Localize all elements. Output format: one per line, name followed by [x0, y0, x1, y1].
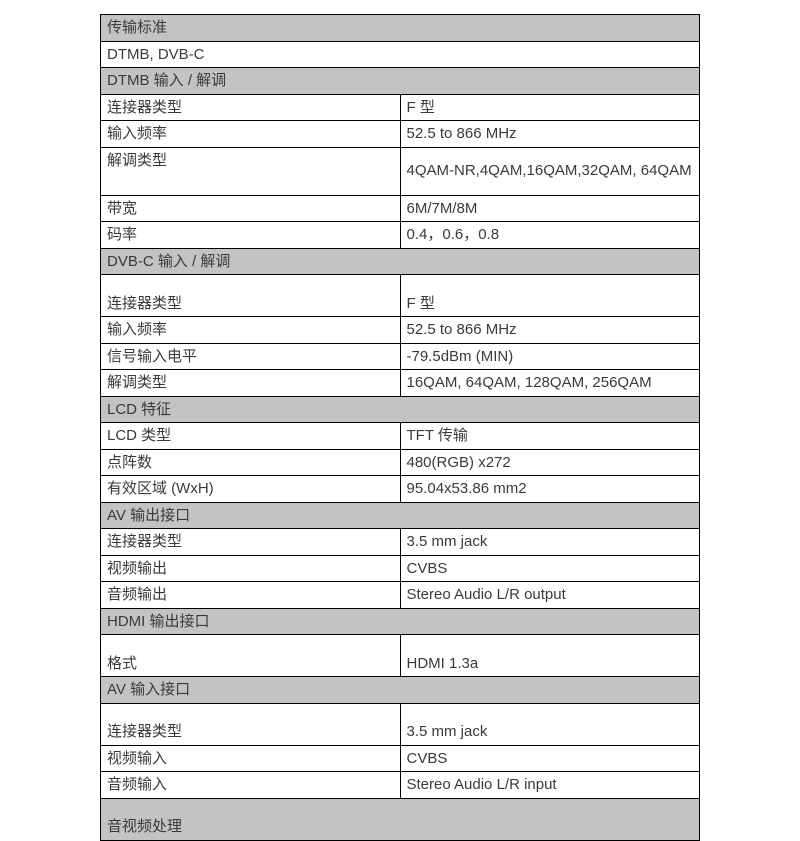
- table-row: 音频输出Stereo Audio L/R output: [101, 582, 700, 609]
- table-row: 输入频率52.5 to 866 MHz: [101, 317, 700, 344]
- section-header-cell: DTMB 输入 / 解调: [101, 68, 700, 95]
- spec-value-cell: 52.5 to 866 MHz: [400, 121, 700, 148]
- section-header-cell: 音视频处理: [101, 798, 700, 840]
- spec-value-cell: 3.5 mm jack: [400, 703, 700, 745]
- spec-value-cell: F 型: [400, 275, 700, 317]
- spec-value-cell: F 型: [400, 94, 700, 121]
- spec-value-cell: 95.04x53.86 mm2: [400, 476, 700, 503]
- spec-value-cell: 3.5 mm jack: [400, 529, 700, 556]
- spec-label-cell: 带宽: [101, 195, 401, 222]
- spec-value-cell: TFT 传输: [400, 423, 700, 450]
- spec-value-cell: 0.4，0.6，0.8: [400, 222, 700, 249]
- spec-value-cell: 6M/7M/8M: [400, 195, 700, 222]
- spec-label-cell: 格式: [101, 635, 401, 677]
- spec-label-cell: 码率: [101, 222, 401, 249]
- table-row: 连接器类型F 型: [101, 94, 700, 121]
- section-header-cell: AV 输入接口: [101, 677, 700, 704]
- table-row: 带宽6M/7M/8M: [101, 195, 700, 222]
- spec-label-cell: 连接器类型: [101, 529, 401, 556]
- spec-label-cell: 点阵数: [101, 449, 401, 476]
- table-row: DTMB 输入 / 解调: [101, 68, 700, 95]
- spec-label-cell: 输入频率: [101, 317, 401, 344]
- spec-value-cell: HDMI 1.3a: [400, 635, 700, 677]
- table-row: 解调类型4QAM-NR,4QAM,16QAM,32QAM, 64QAM: [101, 147, 700, 195]
- section-header-cell: HDMI 输出接口: [101, 608, 700, 635]
- table-row: 码率0.4，0.6，0.8: [101, 222, 700, 249]
- spec-value-cell: 4QAM-NR,4QAM,16QAM,32QAM, 64QAM: [400, 147, 700, 195]
- table-row: LCD 特征: [101, 396, 700, 423]
- spec-label-cell: 音频输入: [101, 772, 401, 799]
- spec-label-cell: 连接器类型: [101, 275, 401, 317]
- section-header-cell: AV 输出接口: [101, 502, 700, 529]
- table-row: 视频输入CVBS: [101, 745, 700, 772]
- spec-value-cell: Stereo Audio L/R output: [400, 582, 700, 609]
- table-row: AV 输出接口: [101, 502, 700, 529]
- table-row: HDMI 输出接口: [101, 608, 700, 635]
- section-header-cell: DVB-C 输入 / 解调: [101, 248, 700, 275]
- spec-value-cell: 52.5 to 866 MHz: [400, 317, 700, 344]
- table-row: 视频输出CVBS: [101, 555, 700, 582]
- spec-label-cell: 输入频率: [101, 121, 401, 148]
- table-row: 音频输入Stereo Audio L/R input: [101, 772, 700, 799]
- section-header-cell: LCD 特征: [101, 396, 700, 423]
- table-row: 音视频处理: [101, 798, 700, 840]
- spec-label-cell: 连接器类型: [101, 703, 401, 745]
- spec-label-cell: 视频输出: [101, 555, 401, 582]
- section-header-cell: 传输标准: [101, 15, 700, 42]
- table-row: 连接器类型3.5 mm jack: [101, 529, 700, 556]
- table-row: 输入频率52.5 to 866 MHz: [101, 121, 700, 148]
- table-row: 传输标准: [101, 15, 700, 42]
- spec-value-cell: -79.5dBm (MIN): [400, 343, 700, 370]
- spec-value-cell: CVBS: [400, 555, 700, 582]
- spec-label-cell: 连接器类型: [101, 94, 401, 121]
- spec-value-cell: Stereo Audio L/R input: [400, 772, 700, 799]
- table-row: 点阵数480(RGB) x272: [101, 449, 700, 476]
- spec-value-cell: 16QAM, 64QAM, 128QAM, 256QAM: [400, 370, 700, 397]
- table-row: 格式HDMI 1.3a: [101, 635, 700, 677]
- spec-value-cell: CVBS: [400, 745, 700, 772]
- table-row: DTMB, DVB-C: [101, 41, 700, 68]
- table-row: LCD 类型TFT 传输: [101, 423, 700, 450]
- table-row: 解调类型16QAM, 64QAM, 128QAM, 256QAM: [101, 370, 700, 397]
- table-row: AV 输入接口: [101, 677, 700, 704]
- table-row: 连接器类型F 型: [101, 275, 700, 317]
- spec-value-cell: 480(RGB) x272: [400, 449, 700, 476]
- full-row-cell: DTMB, DVB-C: [101, 41, 700, 68]
- spec-label-cell: 视频输入: [101, 745, 401, 772]
- table-row: DVB-C 输入 / 解调: [101, 248, 700, 275]
- spec-table: 传输标准DTMB, DVB-CDTMB 输入 / 解调连接器类型F 型输入频率5…: [100, 14, 700, 841]
- spec-table-body: 传输标准DTMB, DVB-CDTMB 输入 / 解调连接器类型F 型输入频率5…: [101, 15, 700, 841]
- spec-label-cell: 解调类型: [101, 370, 401, 397]
- spec-label-cell: 有效区域 (WxH): [101, 476, 401, 503]
- table-row: 有效区域 (WxH)95.04x53.86 mm2: [101, 476, 700, 503]
- table-row: 连接器类型3.5 mm jack: [101, 703, 700, 745]
- spec-label-cell: 解调类型: [101, 147, 401, 195]
- table-row: 信号输入电平-79.5dBm (MIN): [101, 343, 700, 370]
- spec-label-cell: 音频输出: [101, 582, 401, 609]
- spec-label-cell: LCD 类型: [101, 423, 401, 450]
- spec-label-cell: 信号输入电平: [101, 343, 401, 370]
